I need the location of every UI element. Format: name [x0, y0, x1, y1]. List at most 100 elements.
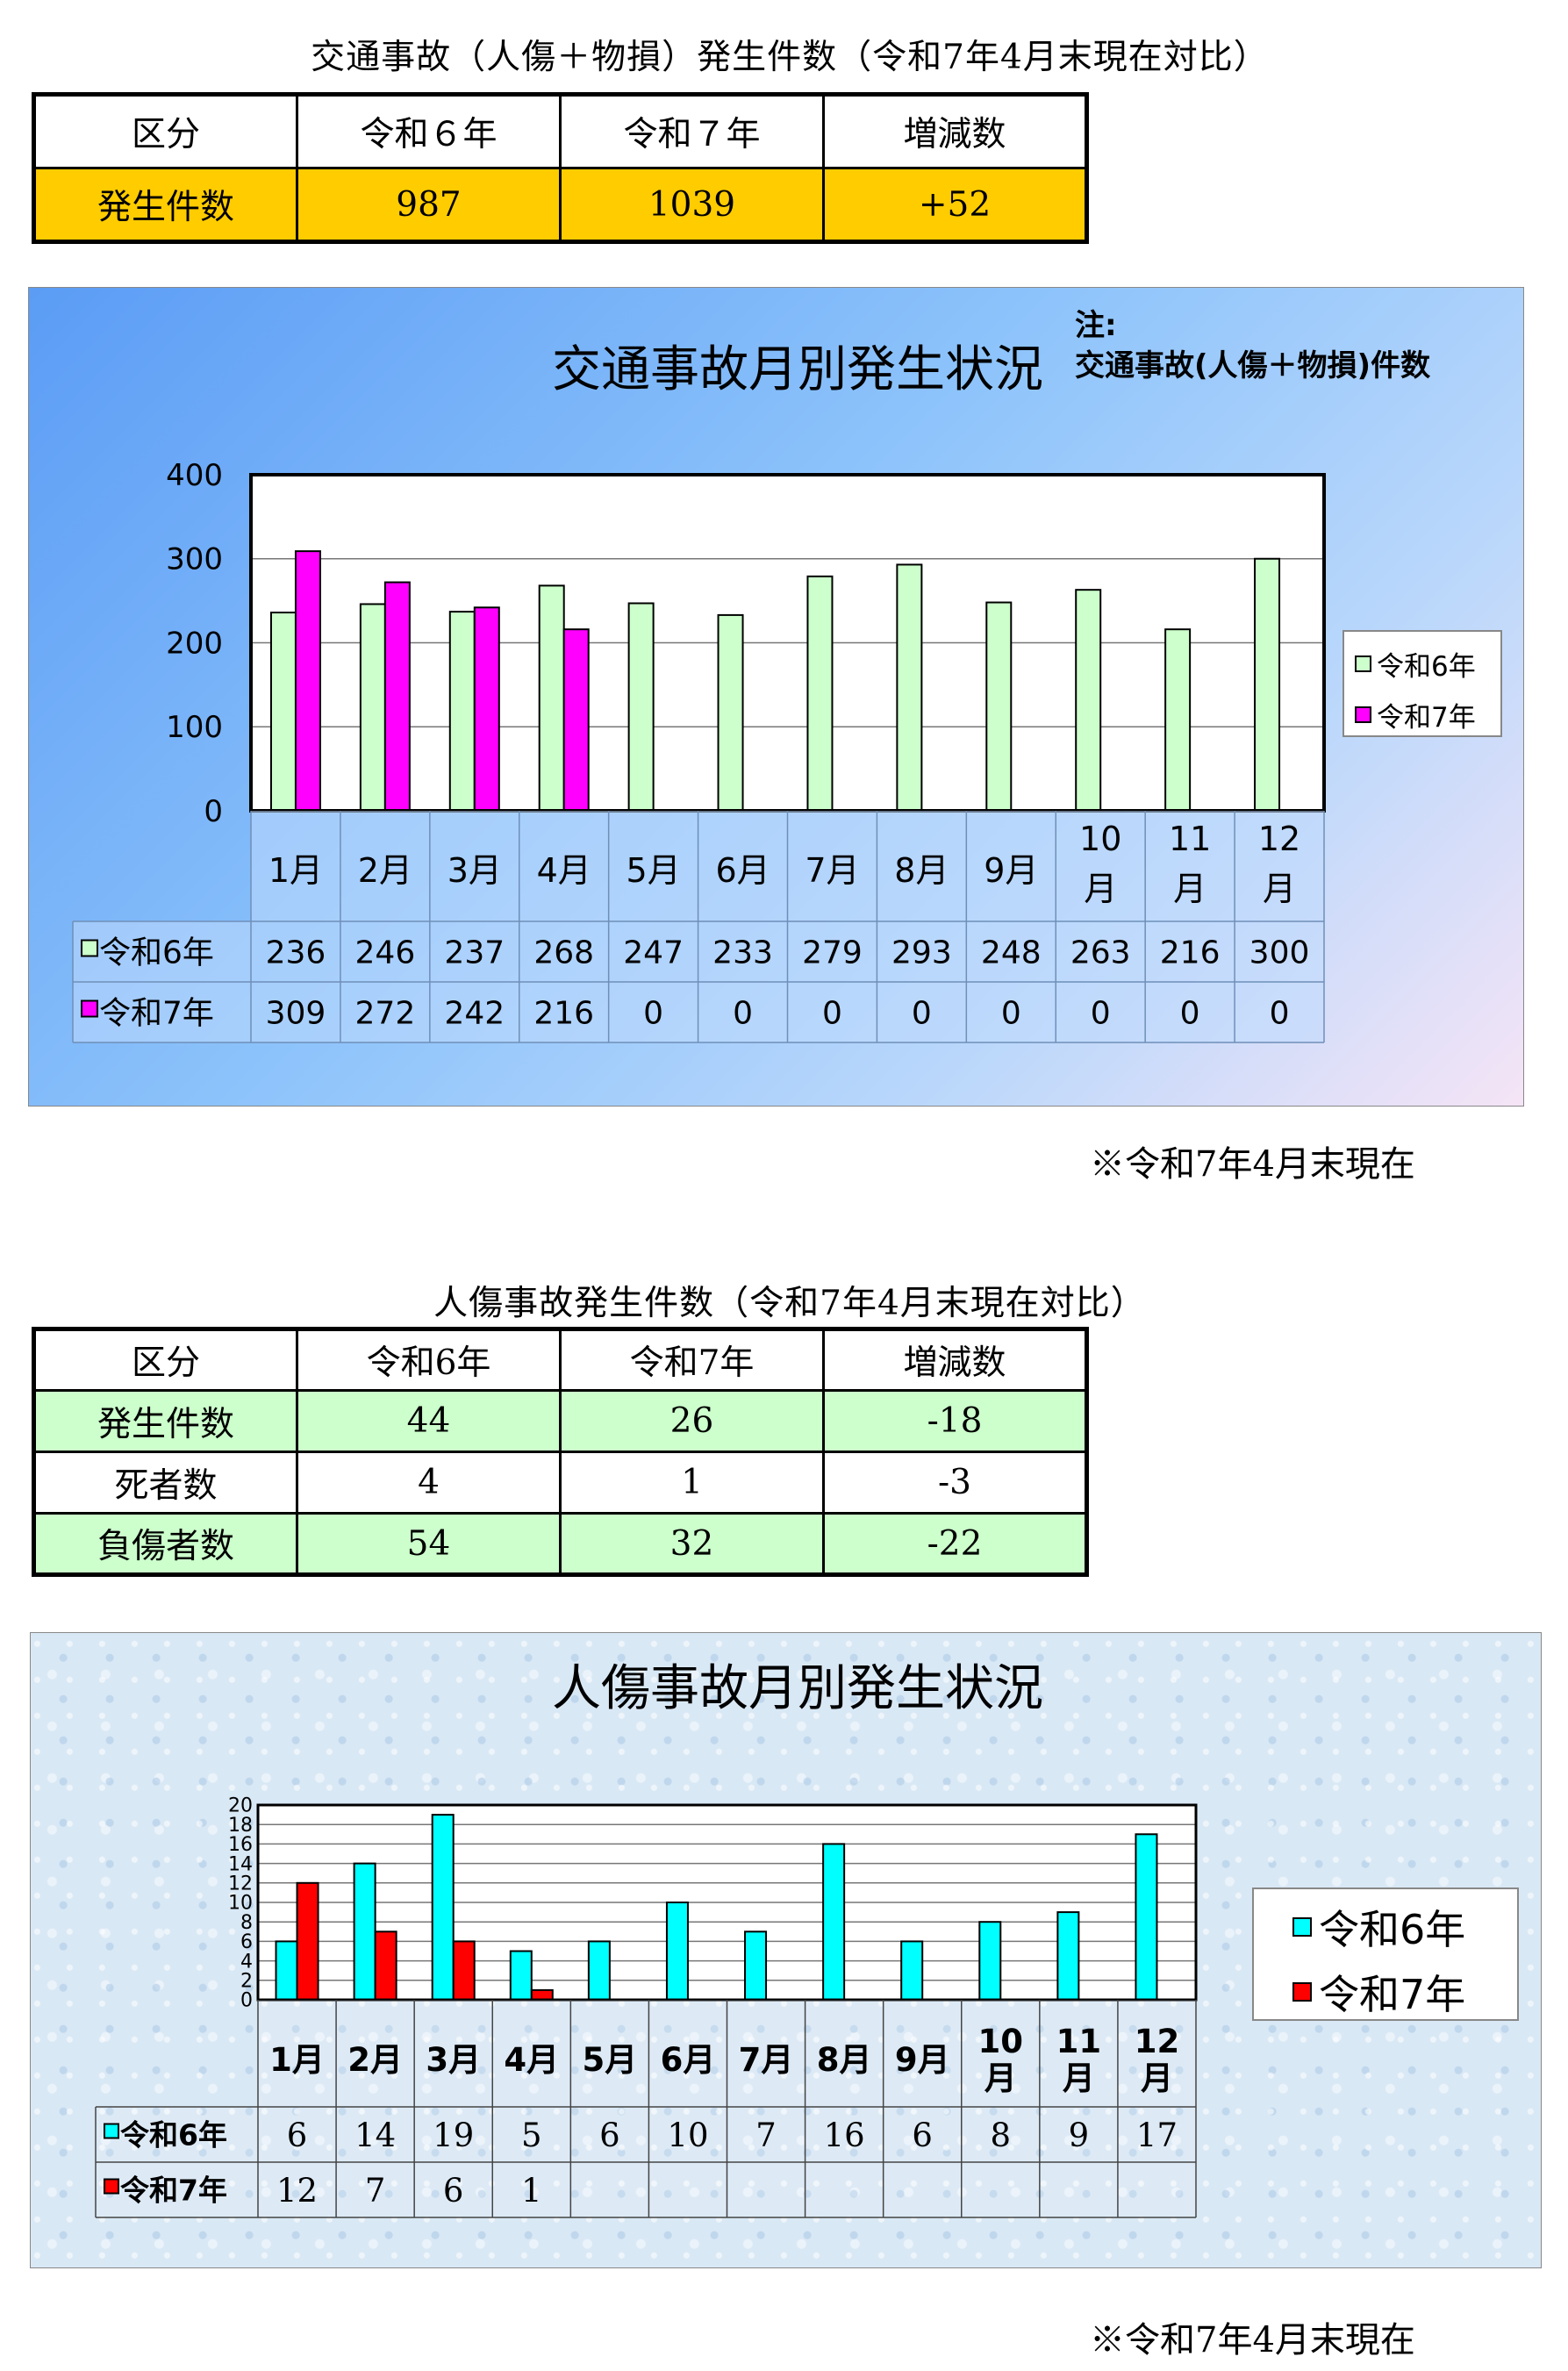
bar — [353, 1862, 376, 2001]
data-table-value: 7 — [755, 2117, 777, 2154]
bar — [665, 1902, 689, 2001]
bar — [359, 603, 386, 812]
y-tick-label: 8 — [240, 1912, 253, 1934]
table-cell: 4 — [296, 1451, 562, 1515]
bar — [473, 606, 500, 812]
data-table-value: 14 — [354, 2117, 396, 2154]
data-table-value: 247 — [623, 935, 684, 971]
data-table-value: 6 — [287, 2117, 308, 2154]
data-table-value: 0 — [1001, 995, 1021, 1031]
x-category-label: 6月 — [715, 851, 770, 890]
y-tick-label: 2 — [240, 1971, 253, 1993]
data-table-value: 1 — [521, 2172, 542, 2210]
data-table-value: 0 — [643, 995, 663, 1031]
x-category-label: 11 — [1056, 2023, 1102, 2060]
legend-item-r7: 令和7年 — [1292, 1963, 1465, 2021]
data-table-value: 0 — [912, 995, 932, 1031]
data-table-key — [104, 2178, 119, 2195]
chart2-panel: 人傷事故月別発生状況 0 2 4 6 8 10 12 14 16 18 20 1月 2月 3月 4月 5月 6月… — [30, 1632, 1542, 2268]
y-tick-label: 16 — [228, 1834, 253, 1856]
table-cell: 1 — [559, 1451, 825, 1515]
table-cell: 987 — [296, 167, 562, 243]
bar — [294, 550, 321, 812]
x-category-label: 9月 — [895, 2041, 950, 2079]
x-category-label: 1月 — [268, 851, 323, 890]
chart2-legend: 令和6年 令和7年 — [1252, 1887, 1519, 2021]
x-category-label: 1月 — [269, 2041, 325, 2079]
x-category-label: 11 — [1169, 820, 1211, 858]
bar — [744, 1930, 768, 2001]
table-cell: 54 — [296, 1512, 562, 1576]
chart1-note-line2: 交通事故(人傷＋物損)件数 — [1075, 348, 1431, 383]
data-table-value: 233 — [712, 935, 773, 971]
x-category-label: 月 — [1263, 870, 1296, 908]
section2-table: 区分 令和6年 令和7年 増減数 発生件数 44 26 -18 死者数 4 1 … — [32, 1327, 1089, 1577]
x-category-label: 月 — [1173, 870, 1206, 908]
x-category-label: 2月 — [347, 2041, 403, 2079]
chart1-note-line1: 注: — [1075, 308, 1117, 343]
table-header-cell: 令和７年 — [559, 93, 825, 169]
x-category-label: 8月 — [817, 2041, 872, 2079]
y-tick-label: 0 — [240, 1990, 253, 2012]
table-header-cell: 区分 — [32, 93, 298, 169]
data-table-series-label: 令和6年 — [99, 935, 214, 971]
table-header-cell: 令和7年 — [559, 1328, 825, 1392]
x-category-label: 4月 — [504, 2041, 559, 2079]
x-category-label: 12 — [1135, 2023, 1180, 2060]
x-category-label: 月 — [1063, 2059, 1095, 2097]
data-table-series-label: 令和7年 — [120, 2173, 227, 2207]
bar — [1075, 589, 1102, 812]
x-category-label: 3月 — [426, 2041, 481, 2079]
data-table-value: 0 — [822, 995, 842, 1031]
table-cell: 1039 — [559, 167, 825, 243]
data-table-value: 279 — [802, 935, 863, 971]
data-table-value: 237 — [444, 935, 505, 971]
bar — [374, 1930, 397, 2001]
legend-item-r6: 令和6年 — [1292, 1898, 1465, 1956]
legend-swatch-r7 — [1292, 1982, 1312, 2002]
y-tick-label: 12 — [228, 1873, 253, 1895]
data-table-value: 5 — [521, 2117, 542, 2154]
bar — [448, 611, 476, 813]
bar — [530, 1988, 554, 2001]
y-tick-label: 18 — [228, 1815, 253, 1837]
bar — [1135, 1833, 1158, 2001]
data-table-value: 263 — [1070, 935, 1131, 971]
y-tick-label: 0 — [204, 794, 223, 829]
chart1-title: 交通事故月別発生状況 — [552, 341, 1043, 398]
y-tick-label: 6 — [240, 1931, 253, 1953]
legend-label-r6: 令和6年 — [1319, 1906, 1466, 1953]
table-cell: 26 — [559, 1389, 825, 1453]
legend-item-r6: 令和6年 — [1355, 644, 1476, 684]
data-table-key — [81, 939, 98, 957]
x-category-label: 3月 — [447, 851, 502, 890]
section1-table: 区分 令和６年 令和７年 増減数 発生件数 987 1039 +52 — [32, 92, 1089, 244]
data-table-value: 10 — [667, 2117, 708, 2154]
x-category-label: 2月 — [358, 851, 412, 890]
y-tick-label: 20 — [228, 1795, 253, 1817]
x-category-label: 10 — [1079, 820, 1121, 858]
x-category-label: 7月 — [805, 851, 859, 890]
data-table-value: 246 — [355, 935, 416, 971]
data-table-value: 236 — [266, 935, 326, 971]
data-table-value: 8 — [991, 2117, 1012, 2154]
legend-swatch-r7 — [1355, 706, 1371, 723]
bar — [806, 575, 834, 812]
data-table-series-label: 令和7年 — [99, 995, 214, 1031]
data-table-value: 0 — [1091, 995, 1111, 1031]
x-category-label: 4月 — [537, 851, 591, 890]
section1-caption: 交通事故（人傷＋物損）発生件数（令和7年4月末現在対比） — [311, 38, 1269, 77]
data-table-value: 6 — [443, 2172, 464, 2210]
table-header-cell: 区分 — [32, 1328, 298, 1392]
x-category-label: 月 — [1084, 870, 1117, 908]
x-category-label: 月 — [984, 2059, 1017, 2097]
x-category-label: 7月 — [739, 2041, 794, 2079]
section2-caption: 人傷事故発生件数（令和7年4月末現在対比） — [433, 1284, 1146, 1323]
bar — [587, 1940, 611, 2001]
x-category-label: 10 — [978, 2023, 1024, 2060]
table-cell: -22 — [822, 1512, 1088, 1576]
data-table-value: 309 — [266, 995, 326, 1031]
table-cell: +52 — [822, 167, 1088, 243]
legend-label-r6: 令和6年 — [1377, 651, 1476, 683]
